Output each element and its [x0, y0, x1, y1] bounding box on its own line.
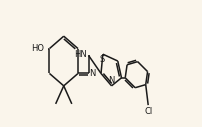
Text: HN: HN: [74, 50, 87, 59]
Text: N: N: [89, 69, 96, 78]
Text: S: S: [100, 55, 105, 64]
Text: N: N: [108, 76, 115, 85]
Text: Cl: Cl: [144, 107, 152, 116]
Text: HO: HO: [32, 44, 44, 53]
